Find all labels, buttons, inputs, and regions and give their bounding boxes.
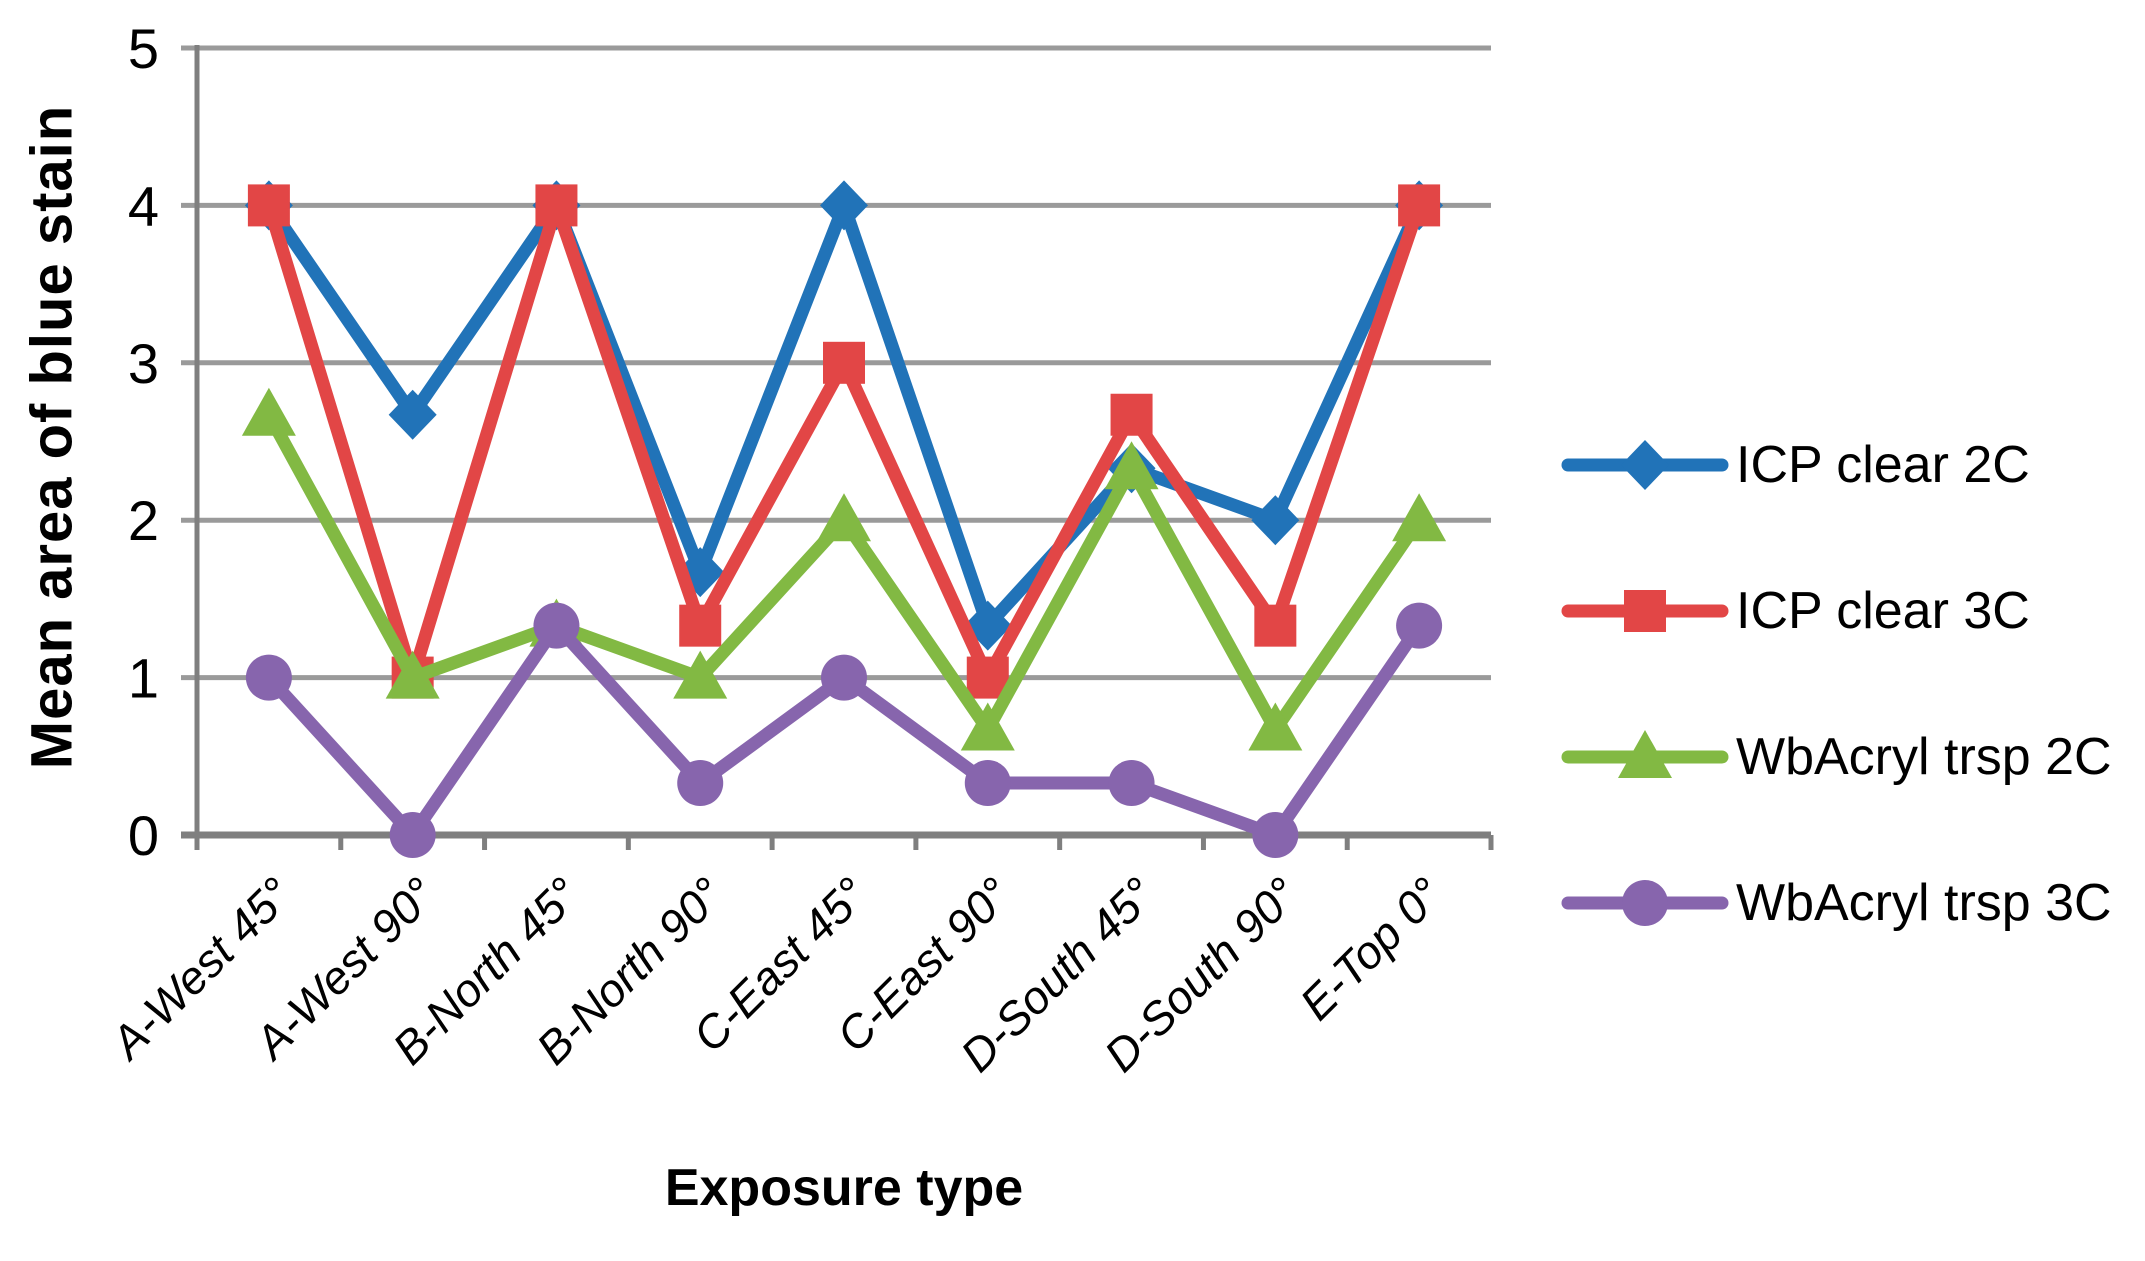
circle-marker (245, 654, 292, 701)
legend-label: WbAcryl trsp 2C (1736, 728, 2112, 786)
y-tick-label: 0 (128, 804, 159, 867)
y-tick-label: 4 (128, 174, 159, 237)
diamond-marker (1251, 495, 1300, 546)
circle-marker (389, 812, 436, 858)
circle-marker (1396, 602, 1443, 649)
legend-item-wbacryl-trsp-2c: WbAcryl trsp 2C (1560, 725, 2112, 789)
legend-item-icp-clear-2c: ICP clear 2C (1560, 433, 2112, 497)
triangle-marker (1392, 493, 1447, 542)
series-line (262, 198, 1426, 685)
circle-marker (677, 760, 724, 807)
circle-marker (533, 602, 580, 649)
circle-marker (964, 760, 1011, 807)
legend-item-icp-clear-3c: ICP clear 3C (1560, 579, 2112, 643)
chart-legend: ICP clear 2C ICP clear 3C WbAcryl trsp 2C W… (1560, 433, 2112, 1017)
square-marker (1398, 184, 1441, 227)
square-marker (535, 184, 578, 227)
diamond-marker (820, 180, 868, 231)
y-tick-label: 2 (128, 489, 159, 552)
square-marker (247, 184, 290, 227)
circle-marker (1108, 760, 1155, 807)
circle-legend-swatch (1561, 880, 1729, 926)
y-tick-label: 3 (128, 332, 159, 395)
axis-ticks (181, 45, 1494, 850)
square-marker (1254, 604, 1297, 647)
square-legend-swatch (1561, 590, 1729, 632)
triangle-legend-swatch (1561, 730, 1729, 778)
diamond-marker (388, 389, 437, 440)
square-marker (1110, 393, 1153, 436)
triangle-marker (1104, 441, 1159, 490)
square-marker (679, 604, 722, 647)
triangle-marker (673, 650, 728, 699)
legend-label: WbAcryl trsp 3C (1736, 874, 2112, 932)
y-axis-title: Mean area of blue stain (19, 104, 85, 770)
circle-marker (1622, 880, 1668, 926)
legend-label: ICP clear 2C (1736, 436, 2030, 494)
triangle-marker (385, 650, 440, 699)
diamond-legend-swatch (1561, 440, 1729, 490)
legend-item-wbacryl-trsp-3c: WbAcryl trsp 3C (1560, 871, 2112, 935)
x-axis-title: Exposure type (664, 1159, 1024, 1217)
y-tick-label: 5 (128, 17, 159, 80)
triangle-marker (1248, 702, 1303, 751)
series-wbacryl-trsp-3c (245, 602, 1443, 858)
diamond-marker (1621, 440, 1669, 490)
y-tick-label: 1 (128, 647, 159, 710)
x-tick-label: E-Top 0° (1290, 867, 1453, 1030)
triangle-marker (241, 387, 296, 436)
triangle-marker (1618, 730, 1672, 778)
square-marker (823, 341, 865, 384)
circle-marker (1252, 812, 1299, 858)
circle-marker (821, 654, 867, 701)
square-marker (1624, 590, 1666, 632)
series-icp-clear-2c (244, 180, 1444, 651)
series-icp-clear-3c (247, 184, 1441, 699)
legend-label: ICP clear 3C (1736, 582, 2030, 640)
triangle-marker (960, 702, 1015, 751)
triangle-marker (817, 493, 871, 542)
